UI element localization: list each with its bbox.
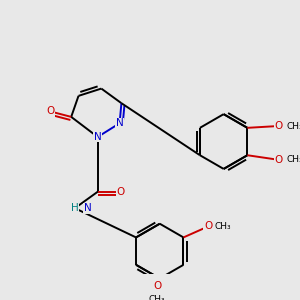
Text: O: O: [116, 187, 124, 197]
Text: O: O: [46, 106, 54, 116]
Text: H: H: [71, 203, 79, 213]
Text: O: O: [204, 221, 212, 232]
Text: CH₃: CH₃: [286, 122, 300, 130]
Text: O: O: [153, 281, 161, 291]
Text: N: N: [116, 118, 124, 128]
Text: O: O: [274, 155, 283, 165]
Text: CH₃: CH₃: [214, 222, 231, 231]
Text: N: N: [84, 203, 92, 213]
Text: O: O: [274, 121, 283, 131]
Text: CH₃: CH₃: [286, 155, 300, 164]
Text: N: N: [94, 132, 102, 142]
Text: CH₃: CH₃: [149, 295, 165, 300]
